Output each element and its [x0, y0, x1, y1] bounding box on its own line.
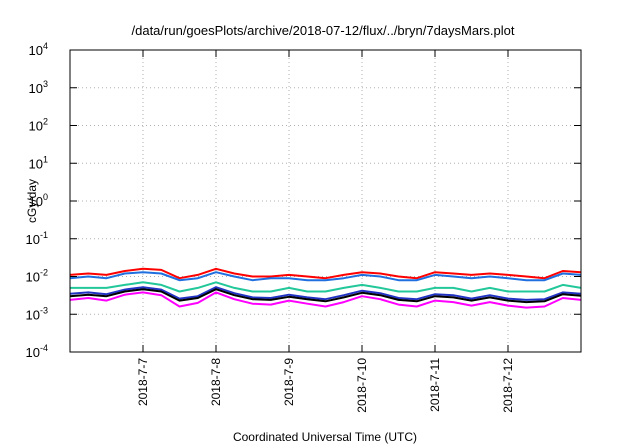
- x-axis-label: Coordinated Universal Time (UTC): [233, 430, 417, 444]
- x-tick-label: 2018-7-10: [355, 358, 369, 413]
- chart-title: /data/run/goesPlots/archive/2018-07-12/f…: [132, 23, 515, 38]
- y-axis-label: cGy/day: [25, 179, 39, 223]
- y-tick-label: 10-1: [26, 230, 48, 247]
- x-tick-labels: 2018-7-7 2018-7-8 2018-7-9 2018-7-10 2018-7-…: [136, 358, 515, 413]
- x-tick-label: 2018-7-8: [209, 358, 223, 406]
- series-line-1: [69, 267, 582, 280]
- x-tick-label: 2018-7-9: [282, 358, 296, 406]
- series-layer: [69, 267, 582, 309]
- x-tick-label: 2018-7-7: [136, 358, 150, 406]
- y-tick-label: 10-4: [26, 343, 48, 360]
- y-tick-label: 10-2: [26, 268, 48, 285]
- x-tick-label: 2018-7-12: [501, 358, 515, 413]
- tick-marks: [70, 49, 581, 353]
- y-tick-label: 101: [29, 154, 48, 171]
- x-tick-label: 2018-7-11: [428, 358, 442, 412]
- y-tick-labels: 10-4 10-3 10-2 10-1 100 101 102 103 104: [26, 41, 48, 360]
- y-tick-label: 100: [29, 192, 48, 209]
- y-tick-label: 103: [29, 79, 48, 96]
- series-line-5: [69, 288, 582, 304]
- series-line-2: [69, 271, 582, 282]
- series-line-6: [69, 291, 582, 309]
- y-tick-label: 102: [29, 117, 48, 134]
- y-tick-label: 10-3: [26, 305, 48, 322]
- y-tick-label: 104: [29, 41, 48, 58]
- series-line-4: [69, 286, 582, 301]
- series-line-3: [70, 281, 582, 293]
